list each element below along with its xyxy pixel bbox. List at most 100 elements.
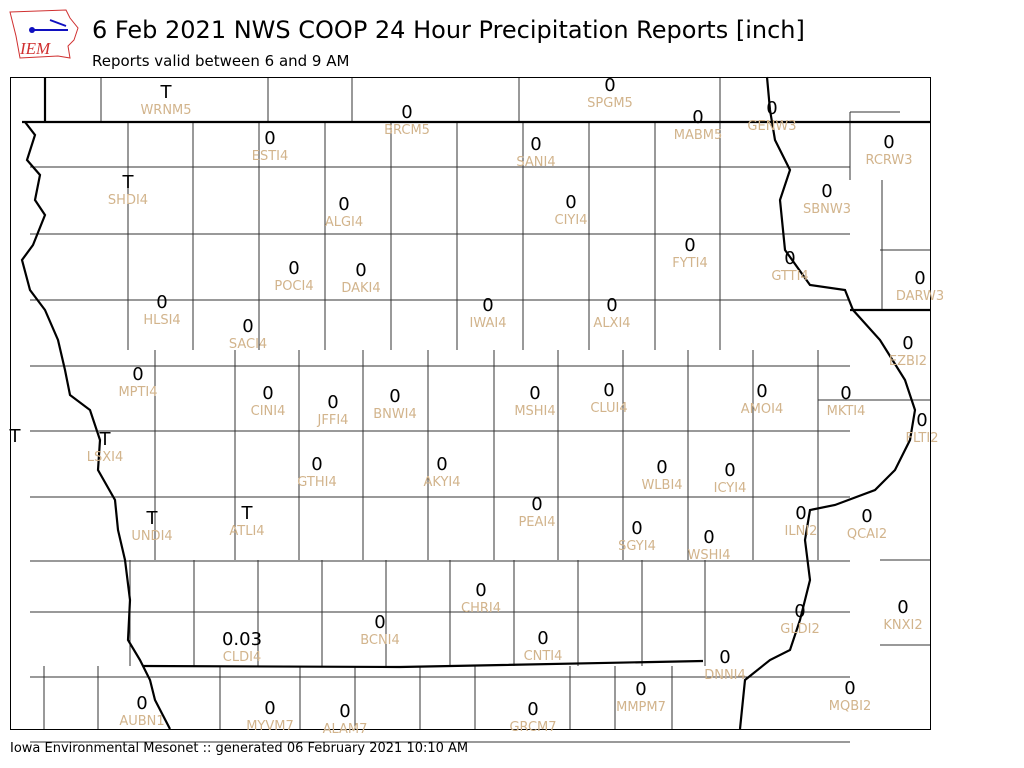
station-id: ICYI4 <box>714 481 747 496</box>
station-value: 0 <box>692 107 703 128</box>
station-value: 0 <box>311 454 322 475</box>
map-subtitle: Reports valid between 6 and 9 AM <box>92 52 350 70</box>
station-value: 0 <box>604 75 615 96</box>
station-id: BNWI4 <box>373 407 417 422</box>
station-value: T <box>9 426 22 447</box>
station-unlabeled: T <box>9 426 22 447</box>
station-value: 0 <box>684 235 695 256</box>
station-value: 0 <box>475 580 486 601</box>
station-value: 0 <box>288 258 299 279</box>
station-id: ALGI4 <box>325 215 363 230</box>
station-id: UNDI4 <box>131 529 172 544</box>
station-value: 0 <box>784 248 795 269</box>
station-value: 0 <box>897 597 908 618</box>
station-value: 0 <box>724 460 735 481</box>
station-id: AMOI4 <box>741 402 783 417</box>
station-value: 0 <box>529 383 540 404</box>
station-value: 0 <box>374 612 385 633</box>
station-value: 0 <box>795 503 806 524</box>
station-id: MSHI4 <box>514 404 555 419</box>
station-id: FYTI4 <box>672 256 707 271</box>
station-id: CINI4 <box>251 404 286 419</box>
station-id: GLDI2 <box>780 622 819 637</box>
station-id: AKYI4 <box>423 475 460 490</box>
mississippi-river <box>738 76 917 730</box>
station-value: 0.03 <box>222 629 262 650</box>
station-id: MYVM7 <box>246 719 294 734</box>
station-id: ALXI4 <box>593 316 630 331</box>
station-id: ESTI4 <box>252 149 289 164</box>
station-id: IWAI4 <box>470 316 507 331</box>
station-id: ILNI2 <box>785 524 818 539</box>
station-value: 0 <box>531 494 542 515</box>
station-value: 0 <box>914 268 925 289</box>
station-value: 0 <box>401 102 412 123</box>
map-frame <box>10 77 931 730</box>
station-value: 0 <box>606 295 617 316</box>
station-value: 0 <box>132 364 143 385</box>
station-id: HLSI4 <box>143 313 180 328</box>
station-value: T <box>146 508 159 529</box>
station-id: WLBI4 <box>641 478 682 493</box>
station-value: 0 <box>527 699 538 720</box>
station-value: 0 <box>902 333 913 354</box>
station-value: 0 <box>339 701 350 722</box>
station-value: 0 <box>916 410 927 431</box>
station-id: BCNI4 <box>360 633 400 648</box>
station-value: 0 <box>794 601 805 622</box>
station-id: MMPM7 <box>616 700 666 715</box>
station-id: POCI4 <box>274 279 313 294</box>
station-id: GTTI4 <box>771 269 808 284</box>
station-value: 0 <box>631 518 642 539</box>
station-id: DAKI4 <box>341 281 380 296</box>
station-id: SGYI4 <box>618 539 656 554</box>
station-id: EZBI2 <box>889 354 927 369</box>
station-id: ALAM7 <box>323 722 368 737</box>
station-value: T <box>160 82 173 103</box>
station-id: SPGM5 <box>587 96 633 111</box>
station-id: MKTI4 <box>827 404 866 419</box>
station-id: FLTI2 <box>906 431 939 446</box>
station-value: 0 <box>389 386 400 407</box>
station-value: 0 <box>436 454 447 475</box>
station-value: T <box>122 172 135 193</box>
station-id: GRCM7 <box>509 720 556 735</box>
station-value: 0 <box>656 457 667 478</box>
station-id: MQBI2 <box>829 699 871 714</box>
station-value: 0 <box>338 194 349 215</box>
station-id: CHRI4 <box>461 601 501 616</box>
county-boundaries <box>30 77 930 743</box>
station-id: KNXI2 <box>883 618 922 633</box>
iowa-missouri-border <box>142 659 704 669</box>
